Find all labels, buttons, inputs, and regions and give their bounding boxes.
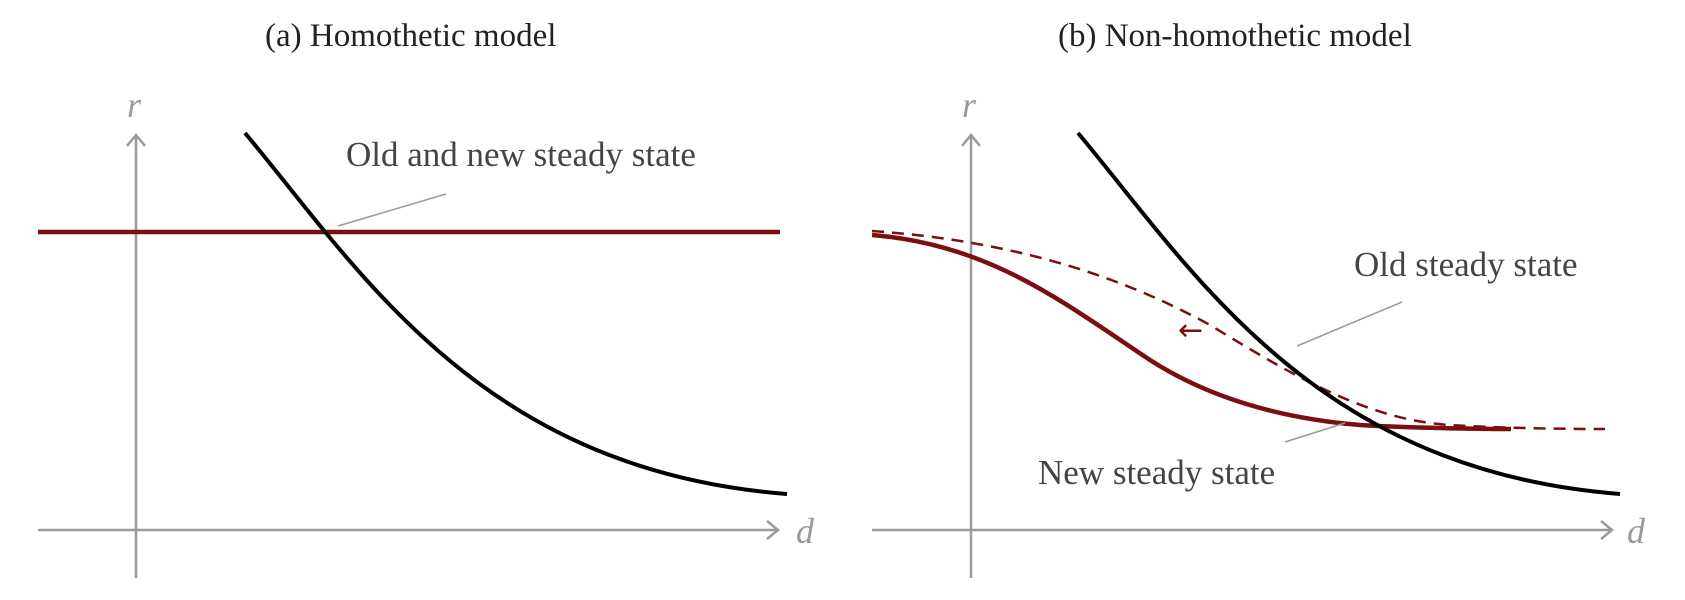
panel-a-x-label: d (796, 511, 815, 551)
panel-b-new-steady-state-label: New steady state (1038, 453, 1275, 492)
panel-b-x-label: d (1627, 511, 1646, 551)
panel-a-demand-curve (243, 131, 788, 496)
panel-b-new-leader-line (1284, 422, 1346, 443)
panel-b-old-leader-line (1296, 301, 1403, 347)
panel-a-y-label: r (127, 85, 142, 125)
panel-b-title: (b) Non-homothetic model (1058, 18, 1412, 54)
panel-b-x-arrowhead (1600, 520, 1614, 540)
panel-b-axes (872, 133, 1614, 578)
panel-b-demand-curve (1076, 131, 1621, 496)
panel-a-axes (38, 133, 780, 578)
panel-b: r d ← Old steady state New steady state (871, 85, 1646, 578)
panel-a-leader-line (337, 193, 447, 227)
panel-b-old-steady-state-label: Old steady state (1354, 245, 1578, 284)
panel-b-new-supply-curve (871, 232, 1512, 432)
panel-b-old-supply-curve (871, 229, 1606, 431)
panel-b-shift-arrow: ← (1178, 313, 1203, 348)
panel-a-y-arrowhead (126, 133, 146, 147)
panel-b-y-arrowhead (961, 133, 981, 147)
panel-b-y-label: r (962, 85, 977, 125)
panel-a-x-arrowhead (766, 520, 780, 540)
panel-a-title: (a) Homothetic model (265, 18, 557, 54)
panel-a: r d Old and new steady state (38, 85, 815, 578)
panel-a-steady-state-label: Old and new steady state (346, 135, 696, 174)
